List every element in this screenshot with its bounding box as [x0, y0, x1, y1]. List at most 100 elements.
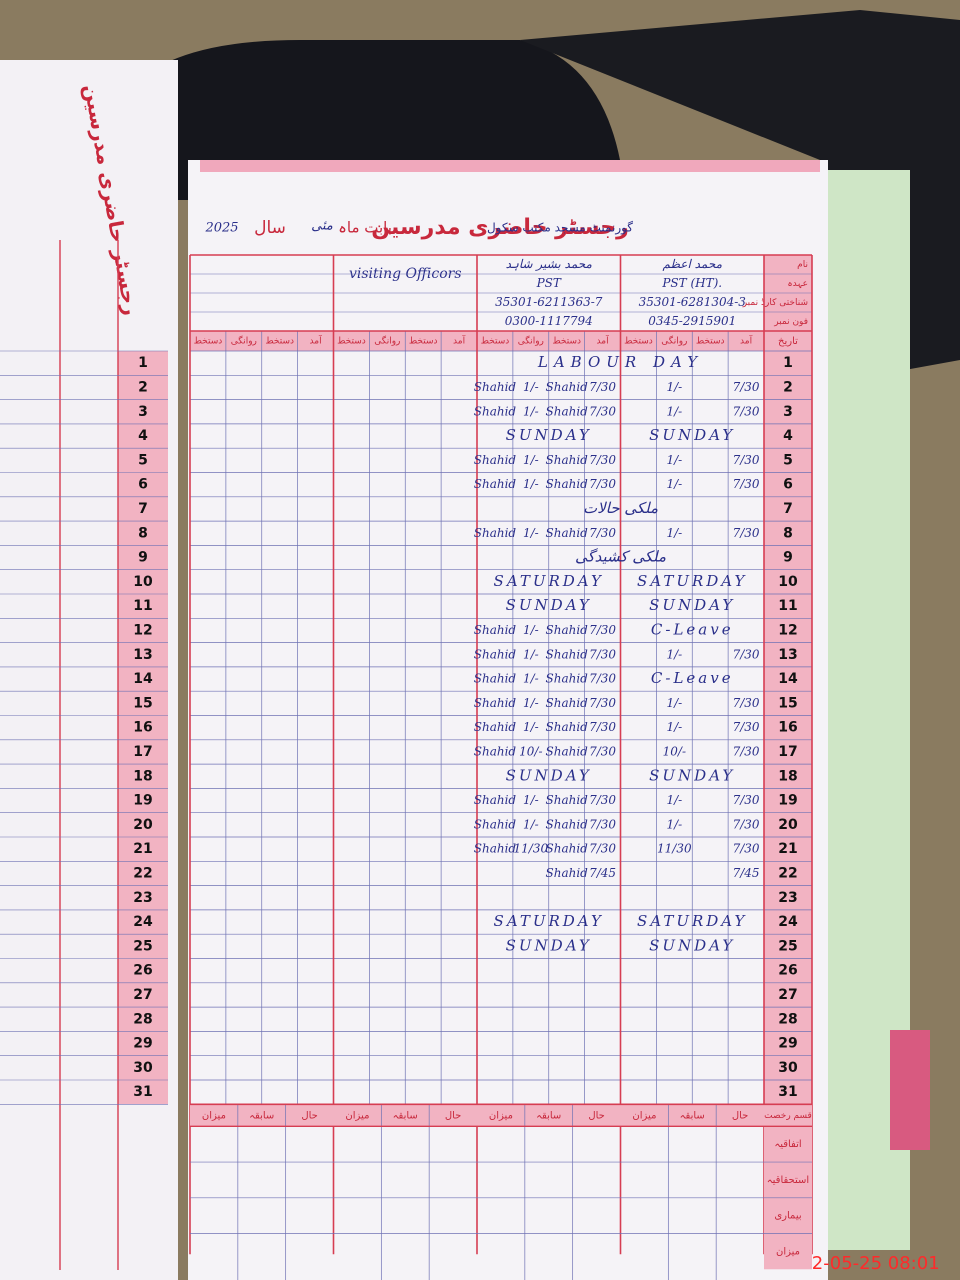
left-day-number: 18 — [133, 768, 152, 784]
teacher-cnic: 35301-6211363-7 — [495, 295, 603, 309]
teacher-note: SUNDAY — [506, 596, 592, 614]
attendance-entry: 7/30 — [589, 477, 616, 491]
year: 2025 — [204, 221, 238, 236]
attendance-entry: Shahid — [474, 744, 517, 758]
attendance-entry: 7/30 — [733, 817, 760, 831]
attendance-entry: 1/- — [666, 817, 682, 831]
teacher-note: SUNDAY — [649, 766, 735, 784]
left-day-number: 2 — [138, 379, 148, 395]
leave-type: میزان — [776, 1246, 800, 1257]
day-number: 4 — [783, 428, 793, 444]
attendance-entry: Shahid — [474, 380, 517, 394]
day-number: 15 — [778, 695, 797, 711]
attendance-entry: 7/45 — [733, 866, 760, 880]
teacher-note: SATURDAY — [494, 912, 604, 930]
teacher-note: SUNDAY — [649, 426, 735, 444]
day-number: 11 — [778, 598, 797, 614]
attendance-entry: 1/- — [523, 647, 539, 661]
teacher-note: SUNDAY — [649, 596, 735, 614]
attendance-entry: 7/30 — [589, 526, 616, 540]
day-number: 31 — [778, 1084, 797, 1100]
attendance-entry: 1/- — [523, 623, 539, 637]
timestamp: 22-05-25 08:01 — [800, 1253, 939, 1274]
day-number: 30 — [778, 1060, 798, 1076]
column-header: دستخط — [194, 337, 223, 347]
column-header: روانگی — [374, 335, 400, 347]
left-day-number: 16 — [133, 720, 152, 736]
attendance-entry: Shahid — [546, 404, 589, 418]
attendance-entry: 1/- — [666, 720, 682, 734]
attendance-entry: Shahid — [546, 647, 589, 661]
day-number: 17 — [778, 744, 797, 760]
month-label: بابت ماہ — [338, 219, 392, 237]
left-day-number: 11 — [133, 598, 152, 614]
attendance-entry: 1/- — [523, 696, 539, 710]
attendance-entry: 7/30 — [733, 744, 760, 758]
attendance-entry: Shahid — [546, 793, 589, 807]
attendance-entry: 7/30 — [733, 793, 760, 807]
day-number: 23 — [778, 890, 797, 906]
leave-column: سابقہ — [680, 1110, 705, 1121]
attendance-entry: 1/- — [666, 526, 682, 540]
day-number: 1 — [783, 355, 793, 371]
attendance-entry: 1/- — [666, 404, 682, 418]
left-day-number: 21 — [133, 841, 152, 857]
teacher-note: SUNDAY — [506, 426, 592, 444]
left-day-number: 30 — [133, 1060, 153, 1076]
leave-type: بیماری — [774, 1211, 801, 1222]
attendance-entry: 7/30 — [733, 647, 760, 661]
register-title: رجسٹر حاضری مدرسین — [371, 215, 629, 240]
day-number: 16 — [778, 720, 797, 736]
attendance-entry: Shahid — [474, 526, 517, 540]
column-header: دستخط — [481, 337, 510, 347]
leave-column: سابقہ — [393, 1110, 418, 1121]
attendance-entry: 1/- — [666, 380, 682, 394]
left-day-number: 1 — [138, 355, 148, 371]
column-header: دستخط — [265, 337, 294, 347]
attendance-entry: Shahid — [546, 842, 589, 856]
day-note: LABOUR DAY — [537, 353, 703, 371]
attendance-entry: Shahid — [546, 380, 589, 394]
column-header: آمد — [740, 335, 753, 347]
attendance-entry: 7/30 — [589, 380, 616, 394]
date-band — [764, 351, 812, 1105]
leave-column: میزان — [632, 1110, 656, 1121]
leave-column: میزان — [345, 1110, 369, 1121]
attendance-entry: 7/30 — [733, 477, 760, 491]
field-label: عہدہ — [787, 279, 808, 289]
day-number: 2 — [783, 379, 793, 395]
teacher-note: C-Leave — [651, 620, 734, 638]
field-label: شناختی کارڈ نمبر — [742, 298, 808, 308]
attendance-entry: 7/30 — [589, 842, 616, 856]
teacher-phone: 0300-1117794 — [505, 314, 593, 328]
leave-type: اتفاقیہ — [774, 1139, 801, 1150]
left-day-number: 10 — [133, 574, 153, 590]
attendance-entry: 7/45 — [589, 866, 616, 880]
attendance-entry: 1/- — [666, 793, 682, 807]
teacher-note: SATURDAY — [494, 572, 604, 590]
left-day-number: 26 — [133, 963, 152, 979]
attendance-entry: 1/- — [523, 793, 539, 807]
left-day-number: 15 — [133, 695, 152, 711]
day-note: ملکی حالات — [583, 499, 658, 517]
attendance-entry: 1/- — [523, 453, 539, 467]
left-day-number: 17 — [133, 744, 152, 760]
attendance-entry: 7/30 — [589, 623, 616, 637]
left-day-number: 28 — [133, 1011, 152, 1027]
leave-heading: قسم رخصت — [764, 1111, 812, 1121]
attendance-entry: 7/30 — [589, 672, 616, 686]
attendance-entry: Shahid — [546, 720, 589, 734]
leave-column: سابقہ — [536, 1110, 561, 1121]
attendance-entry: 1/- — [666, 647, 682, 661]
day-number: 20 — [778, 817, 798, 833]
column-header: روانگی — [231, 335, 257, 347]
attendance-entry: Shahid — [546, 526, 589, 540]
attendance-entry: 7/30 — [589, 744, 616, 758]
leave-column: حال — [445, 1110, 462, 1121]
attendance-entry: Shahid — [474, 477, 517, 491]
leave-type: استحقاقیہ — [767, 1175, 809, 1186]
column-header: دستخط — [552, 337, 581, 347]
column-header: آمد — [597, 335, 610, 347]
day-number: 21 — [778, 841, 797, 857]
